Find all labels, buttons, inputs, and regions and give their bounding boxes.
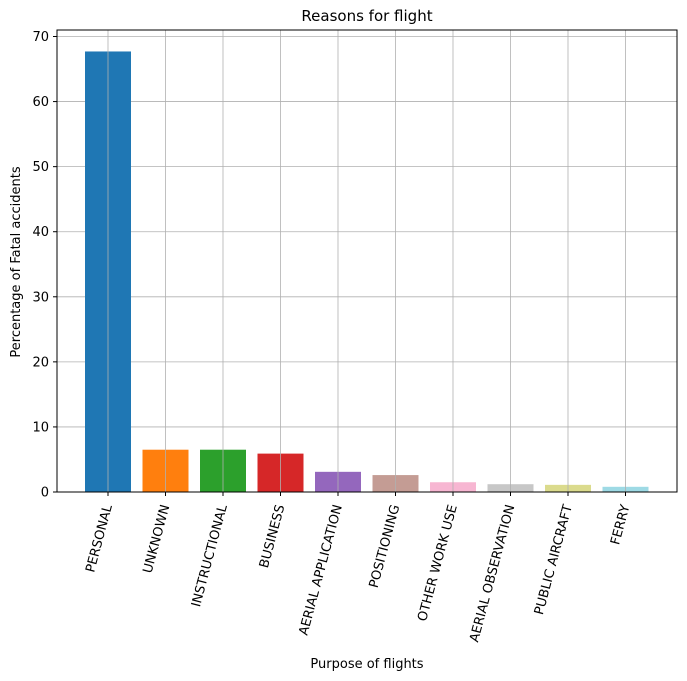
grid	[57, 36, 677, 493]
x-tick-label: PUBLIC AIRCRAFT	[532, 503, 576, 616]
plot-frame	[56, 29, 678, 493]
y-tick-label: 10	[32, 420, 49, 435]
x-axis-label: Purpose of flights	[310, 657, 423, 672]
y-axis-ticks: 0 10 20 30 40 50 60 70	[32, 30, 57, 501]
chart-title: Reasons for flight	[301, 7, 432, 25]
y-tick-label: 50	[32, 160, 49, 175]
y-tick-label: 20	[32, 355, 49, 370]
bars	[85, 51, 649, 493]
vertical-grid	[107, 30, 626, 492]
x-tick-label: OTHER WORK USE	[415, 503, 461, 623]
x-tick-label: PERSONAL	[83, 502, 116, 574]
y-tick-label: 40	[32, 225, 49, 240]
y-tick-label: 0	[41, 486, 49, 501]
y-axis-label: Percentage of Fatal accidents	[9, 166, 24, 357]
x-tick-label: AERIAL OBSERVATION	[467, 503, 518, 644]
y-tick-label: 30	[32, 290, 49, 305]
x-tick-label: BUSINESS	[257, 503, 288, 570]
x-tick-label: FERRY	[608, 503, 633, 546]
x-tick-label: INSTRUCTIONAL	[189, 502, 231, 608]
x-tick-label: UNKNOWN	[141, 503, 174, 575]
x-tick-label: AERIAL APPLICATION	[297, 503, 346, 637]
x-axis-ticks: PERSONAL UNKNOWN INSTRUCTIONAL BUSINESS AERI…	[83, 492, 633, 644]
y-tick-label: 70	[32, 30, 49, 45]
y-tick-label: 60	[32, 95, 49, 110]
x-tick-label: POSITIONING	[367, 503, 404, 589]
